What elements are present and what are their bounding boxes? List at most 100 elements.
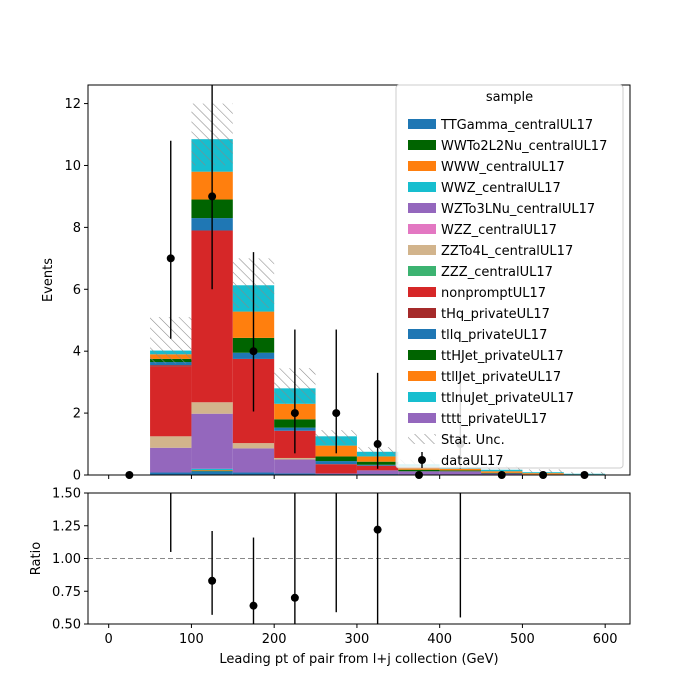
ratio-ytick-label: 1.50 (52, 487, 81, 502)
ratio-point-2 (249, 601, 258, 610)
main-ytick-label: 10 (64, 159, 81, 174)
legend: sample TTGamma_centralUL17 WWTo2L2Nu_centr… (395, 84, 624, 469)
bar-tllq_privateUL17-bin5 (315, 461, 357, 465)
legend-box (395, 84, 624, 469)
ratio-point-5 (373, 525, 382, 534)
legend-swatch-WWZ_centralUL17 (408, 182, 436, 192)
main-ytick-label: 12 (64, 97, 81, 112)
bar-WWTo2L2Nu_centralUL17-bin2 (191, 470, 233, 472)
ratio-xtick-label: 400 (427, 632, 452, 647)
ratio-ytick-label: 1.25 (52, 519, 81, 534)
data-point-2 (208, 192, 217, 201)
main-ytick-label: 0 (73, 469, 81, 484)
legend-swatch-ttHJet_privateUL17 (408, 350, 436, 360)
bar-WZTo3LNu_centralUL17-bin8 (439, 471, 482, 475)
data-point-6 (373, 440, 382, 449)
ratio-point-1 (208, 576, 217, 585)
bar-WZTo3LNu_centralUL17-bin5 (315, 473, 357, 475)
legend-label-ttlnuJet_privateUL17: ttlnuJet_privateUL17 (441, 391, 574, 406)
legend-data-marker (418, 456, 426, 464)
legend-swatch-WZTo3LNu_centralUL17 (408, 203, 436, 213)
legend-label-WZZ_centralUL17: WZZ_centralUL17 (441, 223, 557, 238)
legend-label-tttt_privateUL17: tttt_privateUL17 (441, 412, 547, 427)
bar-ttlnuJet_privateUL17-bin9 (481, 469, 523, 472)
legend-label-nonpromptUL17: nonpromptUL17 (441, 286, 546, 301)
legend-label-TTGamma_centralUL17: TTGamma_centralUL17 (440, 118, 593, 133)
bar-WZTo3LNu_centralUL17-bin2 (191, 413, 233, 469)
legend-swatch-tttt_privateUL17 (408, 413, 436, 423)
bar-ZZTo4L_centralUL17-bin4 (274, 457, 316, 460)
legend-swatch-tllq_privateUL17 (408, 329, 436, 339)
ratio-xtick-label: 500 (510, 632, 535, 647)
legend-swatch-ZZTo4L_centralUL17 (408, 245, 436, 255)
legend-swatch-ttlnuJet_privateUL17 (408, 392, 436, 402)
legend-swatch-tHq_privateUL17 (408, 308, 436, 318)
main-ytick-label: 4 (73, 345, 81, 360)
legend-swatch-WWW_centralUL17 (408, 161, 436, 171)
bar-WZTo3LNu_centralUL17-bin4 (274, 459, 316, 474)
bar-tHq_privateUL17-bin1 (150, 365, 192, 367)
legend-label-tHq_privateUL17: tHq_privateUL17 (441, 307, 550, 322)
bar-nonpromptUL17-bin1 (150, 366, 192, 437)
legend-swatch-nonpromptUL17 (408, 287, 436, 297)
ratio-ylabel: Ratio (29, 542, 44, 575)
legend-swatch-ZZZ_centralUL17 (408, 266, 436, 276)
ratio-xtick-label: 100 (179, 632, 204, 647)
legend-label-stat-unc: Stat. Unc. (441, 433, 505, 448)
legend-label-tllq_privateUL17: tllq_privateUL17 (441, 328, 547, 343)
bar-ttllJet_privateUL17-bin8 (439, 468, 482, 471)
bar-ZZTo4L_centralUL17-bin1 (150, 436, 192, 448)
data-point-3 (249, 347, 258, 356)
bar-WZTo3LNu_centralUL17-bin3 (232, 448, 275, 473)
ratio-xtick-label: 600 (593, 632, 618, 647)
bar-TTGamma_centralUL17-bin3 (232, 472, 275, 475)
bar-TTGamma_centralUL17-bin4 (274, 473, 316, 475)
bar-ttHJet_privateUL17-bin5 (315, 456, 357, 462)
bar-WWW_centralUL17-bin2 (191, 470, 233, 471)
legend-label-ttllJet_privateUL17: ttllJet_privateUL17 (441, 370, 561, 385)
ratio-ytick-label: 1.00 (52, 552, 81, 567)
main-ytick-label: 6 (73, 283, 81, 298)
legend-swatch-stat-unc (408, 434, 436, 444)
legend-label-WWTo2L2Nu_centralUL17: WWTo2L2Nu_centralUL17 (441, 139, 607, 154)
bar-ZZTo4L_centralUL17-bin3 (232, 443, 275, 449)
ratio-plot-panel: 0.50 0.75 1.00 1.25 1.50 0 100 200 300 400 500 600 R… (29, 487, 631, 667)
legend-swatch-TTGamma_centralUL17 (408, 119, 436, 129)
legend-label-WZTo3LNu_centralUL17: WZTo3LNu_centralUL17 (441, 202, 595, 217)
bar-ttHJet_privateUL17-bin8 (439, 470, 482, 472)
ratio-xtick-label: 0 (105, 632, 113, 647)
legend-swatch-WZZ_centralUL17 (408, 224, 436, 234)
legend-label-WWZ_centralUL17: WWZ_centralUL17 (441, 181, 561, 196)
ratio-ytick-label: 0.75 (52, 585, 81, 600)
legend-swatch-WWTo2L2Nu_centralUL17 (408, 140, 436, 150)
bar-TTGamma_centralUL17-bin2 (191, 471, 233, 475)
ratio-ytick-label: 0.50 (52, 618, 81, 633)
main-ylabel: Events (41, 258, 56, 302)
main-axes-frame (87, 84, 631, 476)
data-point-4 (290, 409, 299, 418)
main-ytick-label: 8 (73, 221, 81, 236)
ratio-xtick-label: 300 (345, 632, 370, 647)
bar-WWZ_centralUL17-bin2 (191, 468, 233, 471)
legend-title: sample (486, 90, 533, 105)
ratio-xlabel: Leading pt of pair from l+j collection (… (219, 652, 498, 667)
legend-label-ZZTo4L_centralUL17: ZZTo4L_centralUL17 (441, 244, 573, 259)
legend-label-ZZZ_centralUL17: ZZZ_centralUL17 (441, 265, 553, 280)
ratio-point-3 (290, 593, 299, 602)
bar-ttHJet_privateUL17-bin7 (398, 469, 440, 472)
data-point-5 (332, 409, 341, 418)
bar-nonpromptUL17-bin5 (315, 464, 357, 474)
bar-TTGamma_centralUL17-bin1 (150, 472, 192, 475)
bar-WZTo3LNu_centralUL17-bin6 (356, 470, 399, 475)
legend-label-WWW_centralUL17: WWW_centralUL17 (441, 160, 565, 175)
data-point-1 (166, 254, 175, 263)
legend-label-data: dataUL17 (441, 454, 504, 469)
ratio-xtick-label: 200 (262, 632, 287, 647)
legend-swatch-ttllJet_privateUL17 (408, 371, 436, 381)
stat-unc-bin10 (522, 469, 564, 473)
bar-ZZTo4L_centralUL17-bin2 (191, 402, 233, 414)
bar-WZTo3LNu_centralUL17-bin1 (150, 447, 192, 473)
legend-label-ttHJet_privateUL17: ttHJet_privateUL17 (441, 349, 564, 364)
main-ytick-label: 2 (73, 407, 81, 422)
